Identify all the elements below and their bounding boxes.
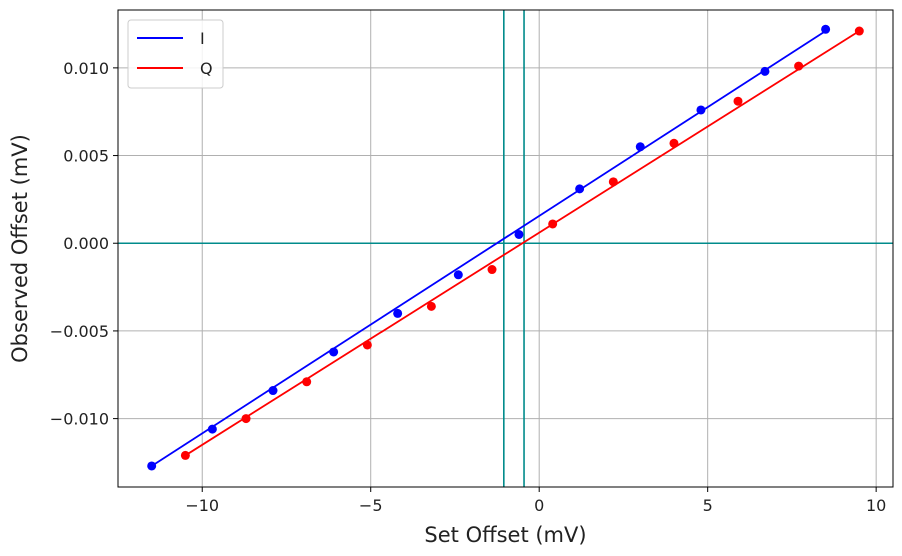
y-tick-label: −0.005	[50, 322, 109, 341]
data-point-i	[207, 424, 217, 434]
y-axis-label: Observed Offset (mV)	[8, 134, 32, 363]
x-tick-label: 10	[866, 496, 886, 515]
data-point-i	[393, 308, 403, 318]
y-tick-label: 0.005	[63, 147, 109, 166]
series-layer	[147, 24, 864, 471]
data-point-q	[733, 96, 743, 106]
data-point-q	[548, 219, 558, 229]
data-point-i	[268, 386, 278, 396]
x-tick-label: −10	[185, 496, 219, 515]
data-point-i	[696, 105, 706, 115]
grid-layer	[118, 10, 893, 487]
fit-line-q	[184, 30, 860, 457]
data-point-q	[302, 377, 312, 387]
data-point-q	[426, 301, 436, 311]
data-point-i	[635, 142, 645, 152]
y-tick-label: 0.000	[63, 234, 109, 253]
tick-layer: −10 −5 0 5 10 −0.010 −0.005 0.000 0.005 0.010	[50, 59, 887, 515]
legend-label-q: Q	[200, 59, 213, 78]
data-point-q	[180, 450, 190, 460]
x-axis-label: Set Offset (mV)	[424, 523, 586, 547]
data-point-i	[329, 347, 339, 357]
data-point-q	[487, 265, 497, 275]
legend-label-i: I	[200, 29, 205, 48]
data-point-i	[575, 184, 585, 194]
data-point-q	[854, 26, 864, 36]
data-point-i	[760, 66, 770, 76]
legend: I Q	[127, 19, 224, 89]
data-point-q	[794, 61, 804, 71]
fit-line-i	[151, 30, 827, 467]
plot-frame	[117, 9, 894, 488]
y-tick-label: −0.010	[50, 410, 109, 429]
data-point-i	[514, 229, 524, 239]
data-point-i	[147, 461, 157, 471]
data-point-i	[453, 270, 463, 280]
data-point-q	[608, 177, 618, 187]
data-point-q	[669, 138, 679, 148]
x-tick-label: 5	[703, 496, 713, 515]
x-tick-label: −5	[359, 496, 383, 515]
reference-lines	[118, 10, 893, 487]
data-point-q	[241, 414, 251, 424]
x-tick-label: 0	[534, 496, 544, 515]
y-tick-label: 0.010	[63, 59, 109, 78]
data-point-i	[821, 24, 831, 34]
data-point-q	[362, 340, 372, 350]
